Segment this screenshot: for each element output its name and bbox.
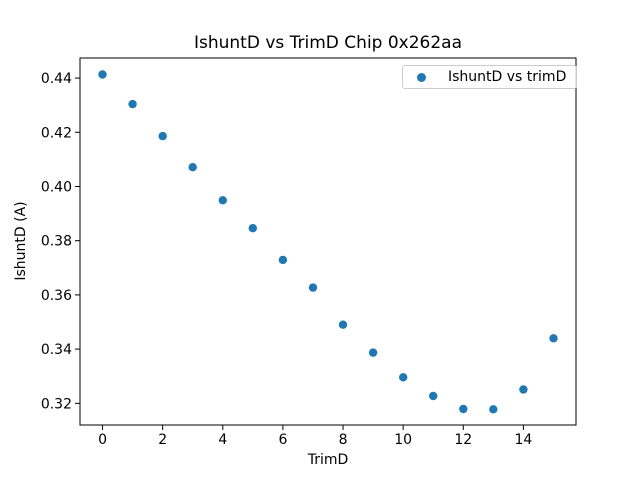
chart-title: IshuntD vs TrimD Chip 0x262aa: [194, 33, 462, 53]
y-tick-label: 0.42: [41, 125, 72, 141]
x-tick-label: 14: [514, 432, 532, 448]
data-point: [278, 255, 288, 265]
y-tick-label: 0.44: [41, 71, 72, 87]
x-tick-label: 12: [454, 432, 472, 448]
axes: 0 2 4 6 8 10 12 14 0.32 0.34 0.36 0.38 0.40 0.42 0.44: [41, 57, 577, 448]
y-tick-label: 0.36: [41, 288, 72, 304]
data-point: [218, 196, 227, 205]
legend: IshuntD vs trimD: [402, 65, 578, 89]
y-tick-label: 0.40: [41, 179, 72, 195]
data-point: [188, 163, 197, 172]
legend-marker-icon: [417, 72, 426, 82]
data-point: [128, 99, 137, 109]
x-tick-label: 0: [98, 432, 107, 448]
y-tick-label: 0.38: [41, 234, 72, 250]
data-point: [338, 320, 348, 329]
data-point: [248, 224, 257, 233]
legend-label: IshuntD vs trimD: [448, 69, 567, 85]
data-point: [489, 405, 498, 414]
data-point: [549, 334, 558, 343]
data-point: [158, 131, 167, 141]
data-points: [98, 70, 558, 414]
data-point: [368, 348, 378, 357]
x-tick-label: 8: [339, 432, 348, 448]
x-tick-label: 10: [394, 432, 412, 448]
y-tick-label: 0.32: [41, 396, 72, 412]
data-point: [308, 283, 318, 292]
y-axis-label: IshuntD (A): [13, 201, 29, 280]
data-point: [98, 70, 107, 79]
y-tick-label: 0.34: [41, 342, 72, 358]
data-point: [429, 391, 438, 401]
data-point: [459, 404, 468, 414]
x-axis-label: TrimD: [307, 452, 349, 468]
data-point: [399, 373, 408, 382]
x-tick-label: 6: [278, 432, 287, 448]
data-point: [519, 385, 528, 394]
x-tick-label: 2: [158, 432, 167, 448]
x-tick-label: 4: [218, 432, 227, 448]
plot-spines: [79, 57, 577, 426]
